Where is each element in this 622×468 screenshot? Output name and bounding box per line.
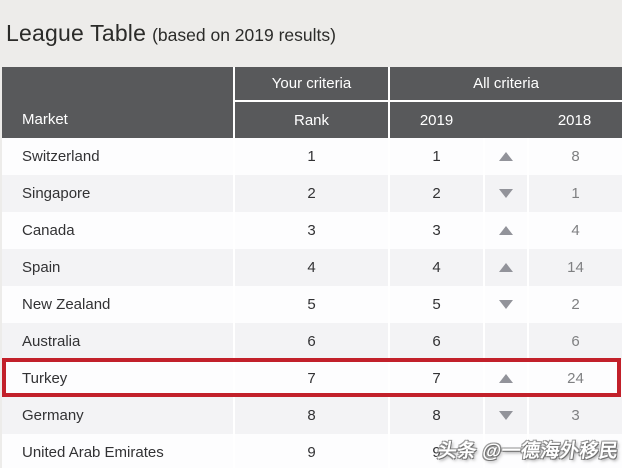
header-rank: Rank	[233, 102, 388, 138]
rank-2018-cell: 3	[527, 397, 622, 434]
rank-2019-cell: 7	[388, 360, 483, 397]
table-row: Canada 3 3 4	[2, 212, 622, 249]
rank-2019-cell: 2	[388, 175, 483, 212]
rank-2018-cell: 2	[527, 286, 622, 323]
trend-cell	[483, 397, 527, 434]
rank-2018-cell: 24	[527, 360, 622, 397]
market-cell: Switzerland	[22, 148, 100, 165]
market-cell: New Zealand	[22, 296, 111, 313]
rank-cell: 2	[233, 175, 388, 212]
header-2018: 2018	[557, 111, 592, 129]
rank-cell: 7	[233, 360, 388, 397]
trend-down-icon	[499, 411, 513, 420]
league-table: Market Your criteria All criteria Rank 2…	[2, 67, 622, 468]
market-cell: United Arab Emirates	[22, 444, 164, 461]
header-market: Market	[22, 111, 68, 128]
rank-2019-cell: 6	[388, 323, 483, 360]
table-header: Market Your criteria All criteria Rank 2…	[2, 67, 622, 138]
trend-cell	[483, 212, 527, 249]
trend-cell	[483, 138, 527, 175]
trend-cell	[483, 360, 527, 397]
table-row: Turkey 7 7 24	[2, 358, 622, 397]
rank-2018-cell: 14	[527, 249, 622, 286]
rank-2019-cell: 4	[388, 249, 483, 286]
rank-2018-cell	[527, 434, 622, 468]
table-body: Switzerland 1 1 8 Singapore 2 2 1 Canada 3 3 4 Spain…	[2, 138, 622, 468]
title-suffix: (based on 2019 results)	[152, 25, 336, 45]
trend-up-icon	[499, 152, 513, 161]
rank-cell: 8	[233, 397, 388, 434]
table-row: Germany 8 8 3	[2, 397, 622, 434]
rank-cell: 5	[233, 286, 388, 323]
trend-cell	[483, 249, 527, 286]
market-cell: Turkey	[22, 370, 68, 387]
header-your-criteria: Your criteria	[233, 67, 388, 102]
market-cell: Singapore	[22, 185, 91, 202]
table-row: Singapore 2 2 1	[2, 175, 622, 212]
rank-cell: 3	[233, 212, 388, 249]
rank-2019-cell: 8	[388, 397, 483, 434]
title-main: League Table	[6, 20, 147, 46]
watermark: 头条 @一德海外移民	[436, 441, 621, 462]
market-cell: Spain	[22, 259, 61, 276]
rank-cell: 1	[233, 138, 388, 175]
trend-up-icon	[499, 226, 513, 235]
market-cell: Australia	[22, 333, 81, 350]
market-cell: Canada	[22, 222, 75, 239]
rank-2018-cell: 1	[527, 175, 622, 212]
trend-cell	[483, 286, 527, 323]
table-row: Australia 6 6 6	[2, 323, 622, 360]
trend-down-icon	[499, 300, 513, 309]
table-row: New Zealand 5 5 2	[2, 286, 622, 323]
rank-cell: 6	[233, 323, 388, 360]
table-row: United Arab Emirates 9 9	[2, 434, 622, 468]
rank-2018-cell: 6	[527, 323, 622, 360]
trend-cell	[483, 434, 527, 468]
rank-2018-cell: 8	[527, 138, 622, 175]
rank-2019-cell: 1	[388, 138, 483, 175]
rank-cell: 4	[233, 249, 388, 286]
header-2019: 2019	[388, 102, 483, 138]
trend-down-icon	[499, 189, 513, 198]
rank-2019-cell: 9	[388, 434, 483, 468]
trend-up-icon	[499, 374, 513, 383]
trend-cell	[483, 175, 527, 212]
header-all-criteria: All criteria	[388, 67, 622, 102]
market-cell: Germany	[22, 407, 84, 424]
rank-2019-cell: 5	[388, 286, 483, 323]
table-row: Switzerland 1 1 8	[2, 138, 622, 175]
rank-2019-cell: 3	[388, 212, 483, 249]
table-row: Spain 4 4 14	[2, 249, 622, 286]
rank-cell: 9	[233, 434, 388, 468]
trend-cell	[483, 323, 527, 360]
rank-2018-cell: 4	[527, 212, 622, 249]
page-title: League Table (based on 2019 results)	[0, 0, 622, 67]
trend-up-icon	[499, 263, 513, 272]
